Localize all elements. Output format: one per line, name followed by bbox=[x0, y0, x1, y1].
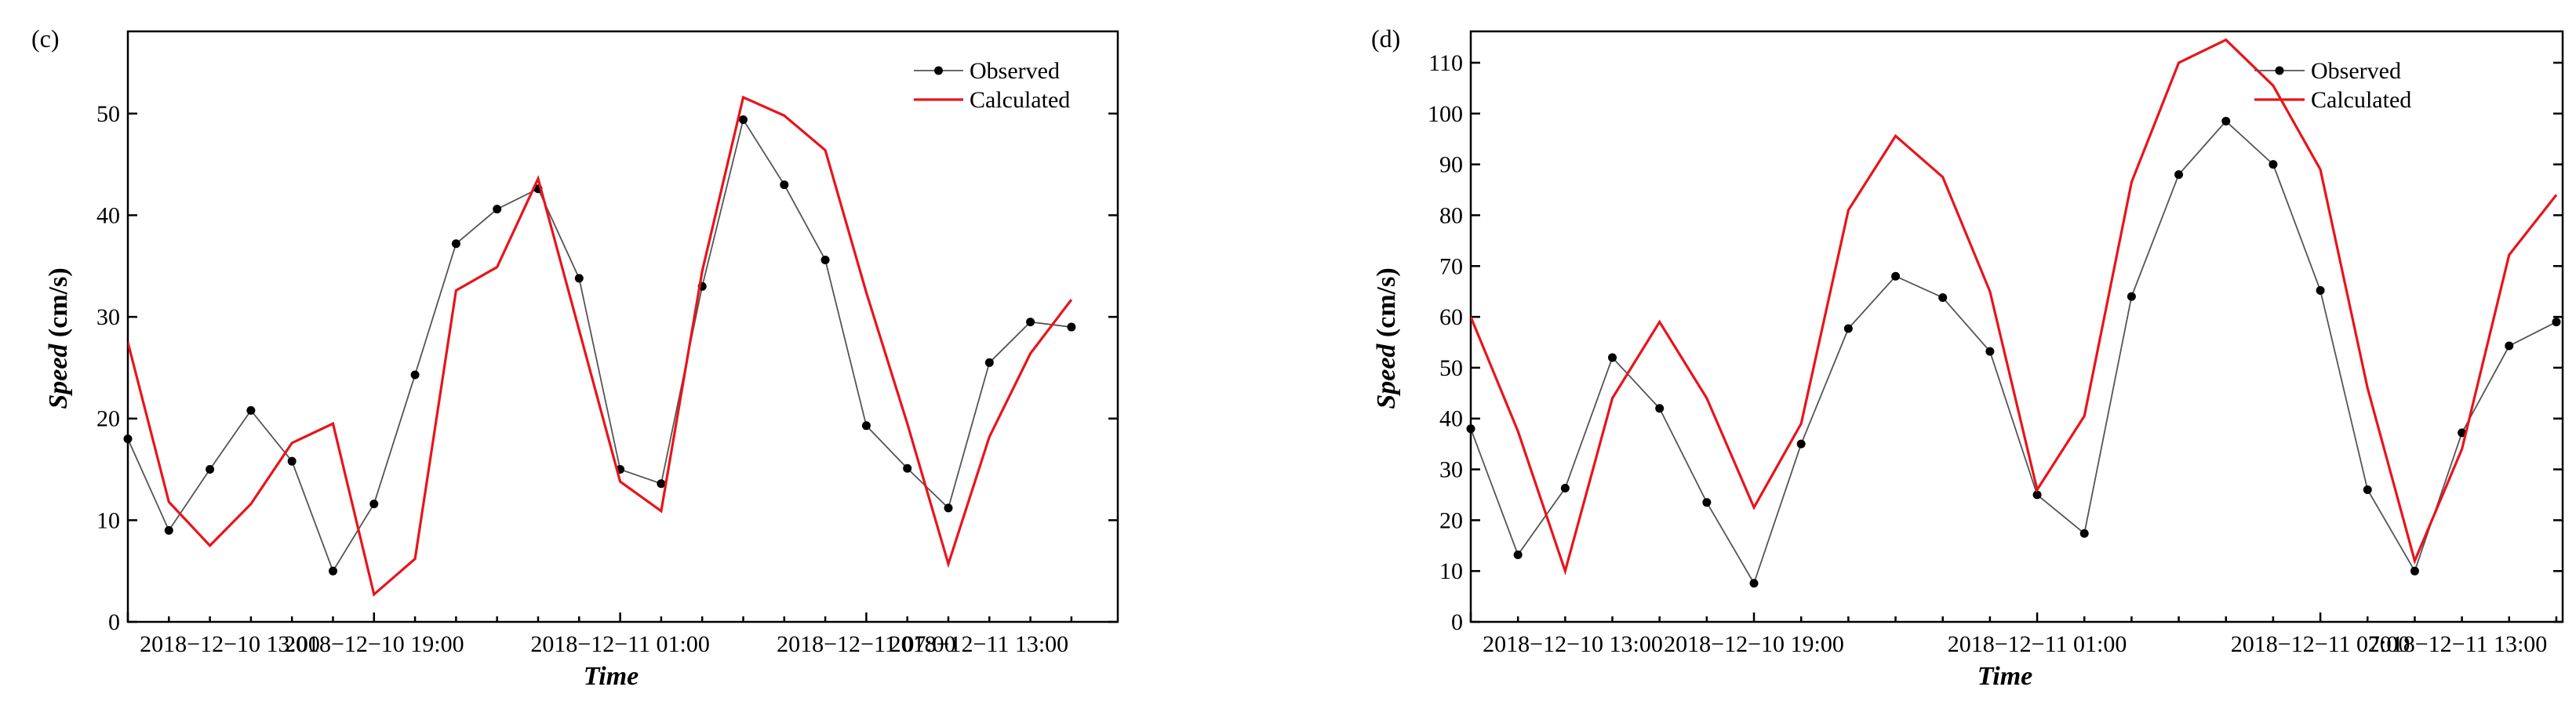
x-tick-label: 2018−12−10 19:00 bbox=[284, 631, 464, 657]
series-line-calculated bbox=[128, 95, 1073, 597]
y-tick-label: 40 bbox=[96, 202, 120, 228]
data-point-observed bbox=[2079, 529, 2089, 538]
x-axis-title: Time bbox=[1977, 662, 2033, 691]
y-tick-label: 0 bbox=[1451, 609, 1463, 635]
panel-label: (c) bbox=[31, 24, 60, 53]
series-line-calculated bbox=[1471, 38, 2558, 576]
y-tick-label: 40 bbox=[1439, 406, 1463, 432]
data-point-observed bbox=[1702, 498, 1712, 507]
legend-label-observed: Observed bbox=[970, 58, 1060, 84]
data-point-observed bbox=[2127, 292, 2136, 301]
y-axis-title: Speed (cm/s) bbox=[44, 267, 73, 409]
x-axis-title: Time bbox=[584, 662, 639, 691]
data-point-observed bbox=[1655, 404, 1665, 413]
data-point-observed bbox=[574, 274, 584, 283]
y-tick-label: 50 bbox=[1439, 355, 1463, 381]
data-point-observed bbox=[1067, 322, 1076, 332]
data-point-observed bbox=[1749, 579, 1759, 588]
x-tick-label: 2018−12−11 01:00 bbox=[1948, 631, 2127, 657]
legend-label-observed: Observed bbox=[2311, 58, 2401, 84]
y-tick-label: 30 bbox=[96, 304, 120, 330]
data-point-observed bbox=[984, 358, 994, 367]
data-point-observed bbox=[1938, 293, 1948, 302]
plot-frame bbox=[1469, 30, 2564, 623]
data-point-observed bbox=[206, 465, 215, 474]
data-point-observed bbox=[1513, 550, 1523, 559]
data-point-observed bbox=[451, 239, 460, 249]
data-point-observed bbox=[903, 463, 912, 473]
series-line-observed bbox=[1471, 120, 2557, 585]
data-point-observed bbox=[780, 180, 789, 190]
data-point-observed bbox=[1608, 353, 1617, 362]
data-point-observed bbox=[1466, 424, 1475, 434]
y-axis-title-main: Speed bbox=[1372, 343, 1401, 409]
data-point-observed bbox=[2174, 170, 2184, 180]
data-point-observed bbox=[410, 370, 420, 380]
x-tick-label: 2018−12−10 13:00 bbox=[1483, 631, 1663, 657]
y-axis-title-main: Speed bbox=[44, 343, 73, 409]
data-point-observed bbox=[164, 525, 173, 535]
data-point-observed bbox=[1985, 347, 1995, 356]
y-tick-label: 100 bbox=[1428, 101, 1463, 127]
legend-marker-observed bbox=[934, 66, 943, 75]
plot-frame bbox=[126, 30, 1119, 623]
data-point-observed bbox=[739, 115, 748, 125]
data-point-observed bbox=[493, 205, 502, 214]
data-point-observed bbox=[861, 421, 871, 431]
data-point-observed bbox=[246, 405, 256, 415]
y-tick-label: 0 bbox=[108, 609, 120, 635]
x-tick-label: 2018−12−11 01:00 bbox=[530, 631, 710, 657]
y-tick-label: 70 bbox=[1439, 253, 1463, 279]
legend-label-calculated: Calculated bbox=[2311, 87, 2411, 113]
data-point-observed bbox=[1796, 439, 1806, 449]
data-point-observed bbox=[944, 503, 953, 513]
data-point-observed bbox=[1560, 484, 1570, 493]
data-point-observed bbox=[820, 255, 830, 264]
data-point-observed bbox=[1026, 318, 1035, 327]
y-tick-label: 80 bbox=[1439, 202, 1463, 228]
chart-panel-c: (c) 0 10 20 30 40 50 2018−12−10 13:002018−12−10… bbox=[31, 24, 1119, 691]
data-point-observed bbox=[657, 479, 666, 489]
y-axis-title-unit: (cm/s) bbox=[44, 267, 73, 343]
data-point-observed bbox=[2505, 341, 2514, 351]
data-point-observed bbox=[123, 434, 133, 444]
y-tick-label: 50 bbox=[96, 101, 120, 127]
y-tick-label: 30 bbox=[1439, 457, 1463, 483]
data-point-observed bbox=[1843, 324, 1853, 333]
y-tick-label: 20 bbox=[96, 406, 120, 432]
y-tick-label: 10 bbox=[1439, 558, 1463, 584]
data-point-observed bbox=[2032, 490, 2042, 500]
x-tick-label: 2018−12−11 07:00 bbox=[777, 631, 956, 657]
y-axis-title: Speed (cm/s) bbox=[1372, 267, 1401, 409]
data-point-observed bbox=[369, 500, 379, 509]
data-point-observed bbox=[2316, 285, 2325, 295]
x-tick-label: 2018−12−10 19:00 bbox=[1664, 631, 1844, 657]
data-point-observed bbox=[2269, 160, 2278, 169]
x-tick-label: 2018−12−11 13:00 bbox=[2368, 631, 2548, 657]
data-point-observed bbox=[2221, 117, 2231, 126]
data-point-observed bbox=[1891, 271, 1901, 281]
y-tick-label: 110 bbox=[1428, 50, 1463, 76]
data-point-observed bbox=[287, 456, 297, 466]
y-tick-label: 20 bbox=[1439, 507, 1463, 533]
data-point-observed bbox=[2363, 485, 2372, 494]
x-tick-label: 2018−12−11 07:00 bbox=[2231, 631, 2410, 657]
legend-label-calculated: Calculated bbox=[970, 87, 1070, 113]
data-point-observed bbox=[2410, 566, 2419, 576]
y-axis-title-unit: (cm/s) bbox=[1372, 267, 1401, 343]
y-tick-label: 10 bbox=[96, 507, 120, 533]
data-point-observed bbox=[329, 566, 337, 576]
panel-label: (d) bbox=[1371, 24, 1400, 53]
x-tick-label: 2018−12−10 13:00 bbox=[140, 631, 320, 657]
legend-marker-observed bbox=[2275, 66, 2284, 75]
y-tick-label: 60 bbox=[1439, 304, 1463, 330]
y-tick-label: 90 bbox=[1439, 152, 1463, 178]
chart-panel-d: (d) 0 10 20 30 40 50 60 70 80 90 100 110 2018−12−10 1… bbox=[1371, 24, 2564, 691]
data-point-observed bbox=[2552, 318, 2561, 327]
x-tick-label: 2018−12−11 13:00 bbox=[890, 631, 1069, 657]
